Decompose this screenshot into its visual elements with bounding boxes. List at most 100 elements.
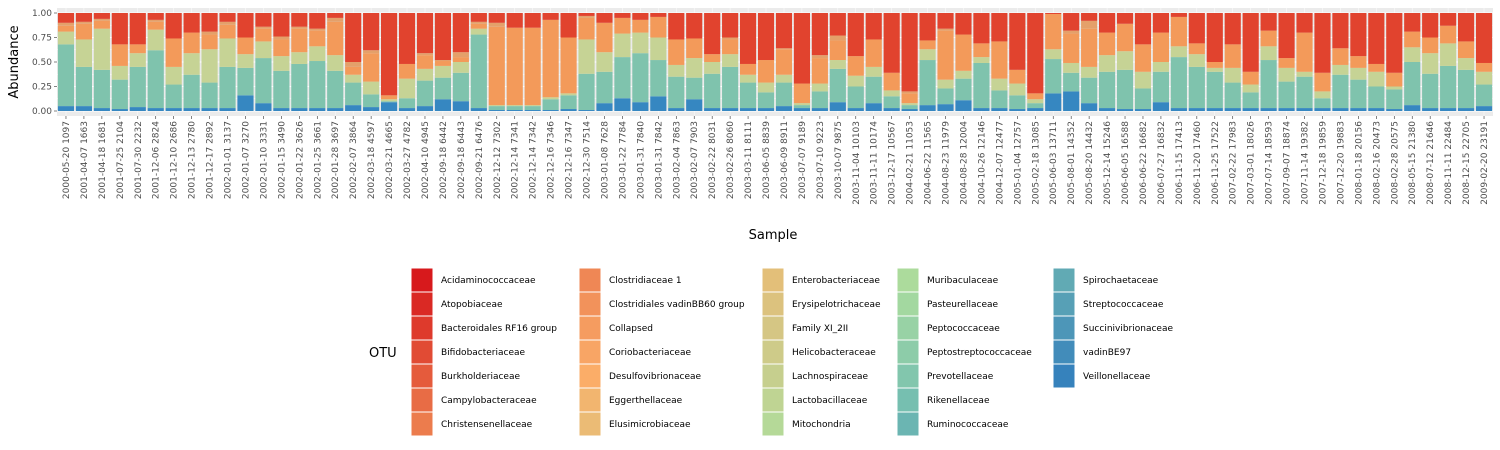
bar-stack [434, 13, 452, 111]
bar-stack [345, 13, 362, 111]
bar-segment [506, 13, 523, 28]
x-tick-label: 2006-11-20 17460 [1193, 121, 1203, 205]
bar-segment [1098, 13, 1116, 33]
bar-stack [901, 13, 918, 111]
bar-segment [183, 32, 200, 54]
bar-segment [560, 13, 577, 38]
bar-segment [973, 13, 990, 44]
bar-segment [363, 50, 380, 54]
bar-segment [255, 13, 272, 27]
bar-segment [237, 13, 254, 38]
bar-segment [434, 99, 452, 111]
bar-segment [273, 108, 290, 111]
bar-segment [757, 13, 775, 61]
bar-segment [147, 29, 164, 51]
legend-item: Lactobacillaceae [761, 387, 868, 413]
x-tick-label: 2001-07-25 2104 [116, 121, 126, 199]
legend-item: Peptostreptococcaceae [896, 339, 1032, 365]
legend-swatch [1052, 339, 1076, 365]
bar-stack [1260, 13, 1277, 111]
legend-swatch [896, 411, 920, 437]
bar-stack [1242, 13, 1259, 111]
bar-segment [291, 13, 308, 27]
bar-segment [847, 86, 864, 109]
bar-segment [1063, 72, 1080, 92]
bar-stack [1224, 13, 1241, 111]
x-tick-label: 2000-05-20 1097 [62, 121, 72, 199]
bar-segment [560, 95, 577, 110]
bar-segment [775, 48, 793, 50]
bar-segment [1224, 67, 1241, 83]
bar-segment [1422, 13, 1439, 38]
bar-segment [1386, 13, 1403, 73]
bar-segment [1422, 53, 1439, 74]
bar-segment [57, 106, 75, 111]
bar-segment [650, 37, 667, 61]
bar-segment [1368, 86, 1385, 109]
bar-stack [1422, 13, 1439, 111]
bar-segment [1386, 72, 1403, 87]
bar-segment [686, 13, 703, 39]
bar-segment [398, 108, 416, 111]
bar-segment [1332, 13, 1349, 49]
bar-segment [1045, 13, 1062, 50]
bar-segment [1009, 83, 1026, 96]
bar-segment [560, 109, 577, 111]
bar-segment [1422, 37, 1439, 54]
bar-segment [1350, 108, 1367, 111]
bar-segment [1332, 108, 1349, 111]
x-tick-label: 2003-11-11 10174 [870, 121, 880, 205]
bar-segment [542, 110, 559, 111]
bar-segment [1116, 23, 1134, 52]
bar-segment [668, 64, 685, 77]
x-tick-label: 2009-02-20 23191 [1480, 121, 1490, 205]
x-tick-label: 2002-03-21 4665 [385, 121, 395, 199]
bar-segment [1332, 64, 1349, 75]
bar-segment [632, 102, 649, 111]
x-tick-label: 2003-07-10 9223 [816, 121, 826, 199]
x-tick-label: 2002-12-14 7341 [511, 121, 521, 199]
bar-segment [183, 74, 200, 109]
legend-label: Ruminococcaceae [927, 420, 1009, 430]
bar-segment [739, 108, 757, 111]
bar-segment [470, 28, 487, 35]
x-tick-label: 2002-12-16 7347 [565, 121, 575, 199]
bar-stack [111, 13, 128, 111]
bar-segment [793, 13, 811, 84]
bar-segment [937, 13, 954, 29]
bar-segment [327, 13, 344, 18]
legend-item: Helicobacteraceae [761, 339, 876, 365]
bar-segment [416, 106, 434, 111]
bar-segment [722, 66, 739, 109]
bar-segment [1314, 91, 1331, 99]
bar-segment [1116, 109, 1134, 111]
bar-stack [327, 13, 344, 111]
x-tick-label: 2006-07-27 16832 [1157, 121, 1167, 205]
x-tick-label: 2002-01-10 3331 [259, 121, 269, 199]
x-tick-label: 2003-01-31 7842 [654, 121, 664, 199]
legend-label: Muribaculaceae [927, 276, 999, 286]
bar-segment [165, 66, 182, 85]
bar-segment [614, 98, 631, 111]
bar-segment [937, 88, 954, 105]
bar-segment [524, 13, 541, 28]
legend-swatch [896, 339, 920, 365]
bar-segment [57, 13, 75, 23]
x-tick-label: 2007-02-22 17983 [1229, 121, 1239, 205]
bar-segment [1116, 13, 1134, 24]
bar-segment [973, 62, 990, 109]
bar-segment [1152, 13, 1170, 33]
bar-stack [1475, 13, 1493, 111]
bar-segment [1081, 103, 1098, 111]
bar-segment [1314, 72, 1331, 92]
legend-label: Bacteroidales RF16 group [441, 324, 557, 334]
bar-segment [273, 70, 290, 109]
x-tick-label: 2007-03-01 18026 [1247, 121, 1257, 205]
bar-segment [75, 13, 93, 22]
bar-segment [614, 57, 631, 99]
bar-segment [1260, 108, 1277, 111]
legend-swatch [410, 267, 434, 293]
bar-stack [416, 13, 434, 111]
legend-label: Enterobacteriaceae [792, 276, 880, 286]
y-tick-label: 0.50 [32, 58, 52, 68]
